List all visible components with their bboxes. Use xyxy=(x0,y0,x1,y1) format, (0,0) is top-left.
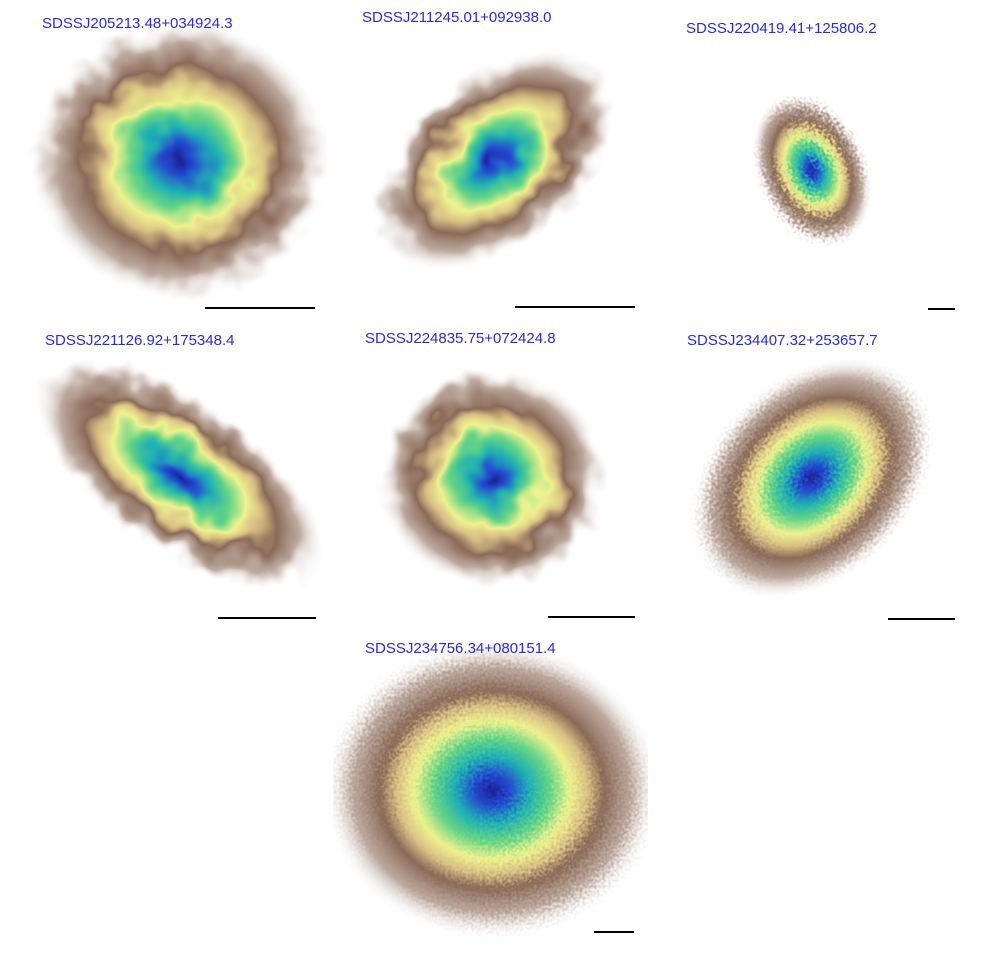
panel: SDSSJ205213.48+034924.3 xyxy=(30,15,327,309)
panel: SDSSJ220419.41+125806.2 xyxy=(686,20,955,310)
panel: SDSSJ224835.75+072424.8 xyxy=(365,330,635,618)
galaxy-image xyxy=(690,356,934,600)
galaxy-image xyxy=(374,48,616,272)
panel-label: SDSSJ220419.41+125806.2 xyxy=(686,20,877,37)
galaxy-image xyxy=(34,359,326,591)
galaxy xyxy=(374,48,616,272)
galaxy xyxy=(34,359,326,591)
galaxy-image xyxy=(377,368,607,588)
panel-label: SDSSJ205213.48+034924.3 xyxy=(42,15,233,32)
galaxy-image xyxy=(30,20,327,300)
panel: SDSSJ234756.34+080151.4 xyxy=(333,640,648,940)
panel-label: SDSSJ224835.75+072424.8 xyxy=(365,330,556,347)
galaxy xyxy=(333,640,648,940)
galaxy xyxy=(690,356,934,600)
panel-label: SDSSJ234407.32+253657.7 xyxy=(687,332,878,349)
panel-label: SDSSJ221126.92+175348.4 xyxy=(45,332,234,349)
panel-label: SDSSJ211245.01+092938.0 xyxy=(362,9,551,26)
panel: SDSSJ234407.32+253657.7 xyxy=(687,332,955,620)
panel: SDSSJ221126.92+175348.4 xyxy=(34,332,326,619)
galaxy xyxy=(751,93,873,247)
galaxy xyxy=(30,20,327,300)
panel-label: SDSSJ234756.34+080151.4 xyxy=(365,640,556,657)
galaxy xyxy=(377,368,607,588)
galaxy-image xyxy=(751,93,873,247)
galaxy-image xyxy=(333,640,648,940)
panel: SDSSJ211245.01+092938.0 xyxy=(362,9,635,308)
